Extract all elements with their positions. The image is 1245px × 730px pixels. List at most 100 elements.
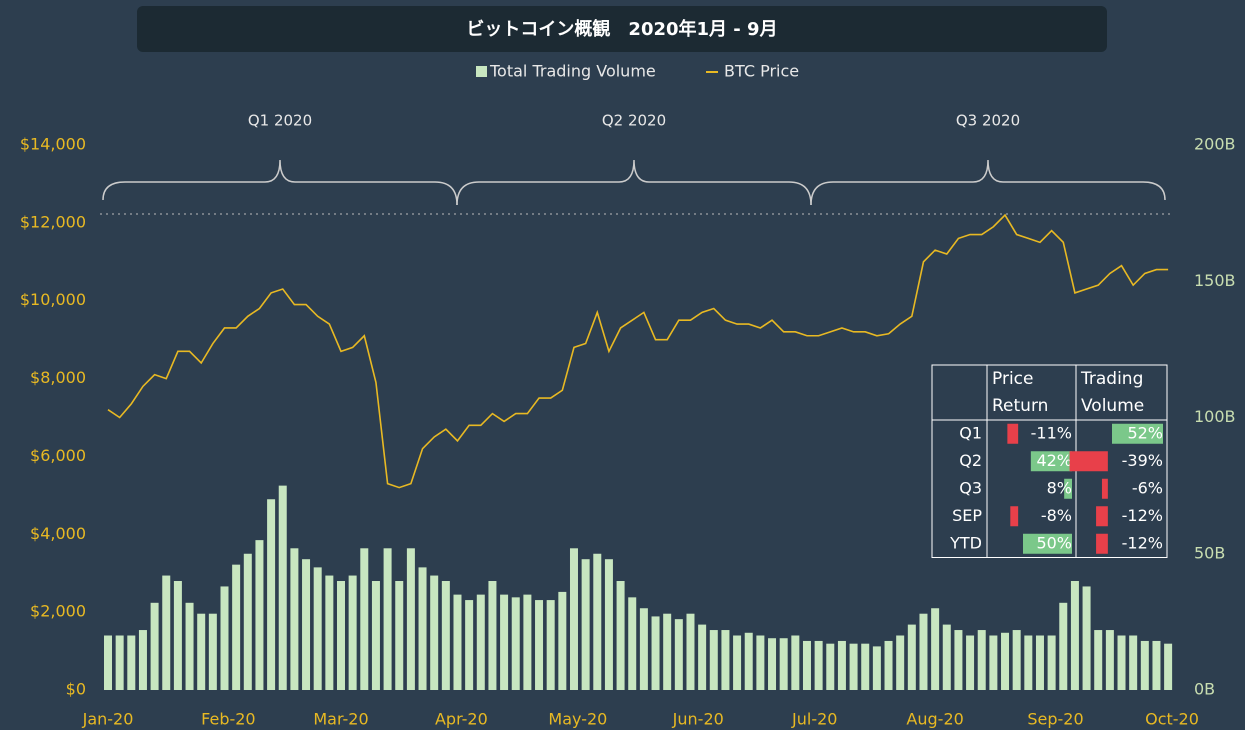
- volume-bar: [756, 635, 765, 690]
- x-tick-label: Jun-20: [672, 710, 724, 729]
- volume-bar: [185, 602, 194, 690]
- cell-value: 8%: [1047, 478, 1072, 497]
- y2-tick-label: 50B: [1194, 543, 1225, 562]
- cell-value: -11%: [1031, 423, 1072, 442]
- volume-bar: [523, 594, 532, 690]
- data-bar: [1069, 451, 1108, 472]
- volume-bar: [208, 613, 217, 690]
- volume-bar: [1070, 581, 1079, 690]
- volume-bar: [173, 581, 182, 690]
- data-bar: [1010, 506, 1019, 527]
- volume-bar: [686, 613, 695, 690]
- volume-bar: [418, 567, 427, 690]
- volume-bar: [371, 581, 380, 690]
- volume-bar: [1105, 630, 1114, 690]
- volume-bar: [115, 635, 124, 690]
- row-label: Q1: [959, 423, 982, 442]
- volume-bar: [639, 608, 648, 690]
- volume-bar: [919, 613, 928, 690]
- volume-bar: [651, 616, 660, 690]
- volume-bar: [593, 553, 602, 690]
- y-tick-label: $4,000: [30, 524, 86, 543]
- cell-value: 42%: [1036, 451, 1072, 470]
- volume-bar: [663, 613, 672, 690]
- volume-bar: [802, 640, 811, 690]
- volume-bar: [966, 635, 975, 690]
- legend-label: BTC Price: [724, 62, 799, 81]
- volume-bar: [814, 640, 823, 690]
- y2-tick-label: 200B: [1194, 135, 1236, 154]
- annotation: Q3 2020: [956, 112, 1020, 130]
- volume-bar: [278, 485, 287, 690]
- volume-bar: [1140, 640, 1149, 690]
- row-label: SEP: [952, 506, 982, 525]
- volume-bar: [826, 643, 835, 690]
- volume-bar: [558, 591, 567, 690]
- cell-value: -39%: [1122, 451, 1163, 470]
- volume-bar: [336, 581, 345, 690]
- volume-bar: [977, 630, 986, 690]
- volume-bar: [616, 581, 625, 690]
- y-tick-label: $0: [66, 680, 86, 699]
- volume-bar: [604, 559, 613, 690]
- volume-bar: [302, 559, 311, 690]
- volume-bar: [884, 640, 893, 690]
- volume-bar: [1082, 586, 1091, 690]
- volume-bar: [500, 594, 509, 690]
- row-label: Q3: [959, 478, 982, 497]
- legend-swatch: [476, 66, 487, 77]
- table-header: Volume: [1081, 396, 1144, 416]
- x-tick-label: Apr-20: [435, 710, 488, 729]
- volume-bar: [1047, 635, 1056, 690]
- volume-bar: [290, 548, 299, 690]
- volume-bar: [348, 575, 357, 690]
- volume-bar: [488, 581, 497, 690]
- volume-bar: [861, 643, 870, 690]
- y-tick-label: $2,000: [30, 602, 86, 621]
- volume-bar: [243, 553, 252, 690]
- cell-value: -8%: [1041, 506, 1072, 525]
- data-bar: [1007, 423, 1019, 444]
- cell-value: 52%: [1127, 423, 1163, 442]
- volume-bar: [1024, 635, 1033, 690]
- volume-bar: [1001, 632, 1010, 690]
- y2-tick-label: 150B: [1194, 271, 1236, 290]
- volume-bar: [721, 630, 730, 690]
- row-label: Q2: [959, 451, 982, 470]
- volume-bar: [197, 613, 206, 690]
- volume-bar: [989, 635, 998, 690]
- y2-tick-label: 100B: [1194, 407, 1236, 426]
- x-tick-label: Oct-20: [1145, 710, 1199, 729]
- legend-label: Total Trading Volume: [489, 62, 656, 81]
- volume-bar: [267, 499, 276, 690]
- braces: [102, 159, 1166, 206]
- volume-bar: [896, 635, 905, 690]
- volume-bar: [406, 548, 415, 690]
- data-bar: [1096, 506, 1108, 527]
- volume-bar: [465, 600, 474, 690]
- volume-bar: [1035, 635, 1044, 690]
- table-header: Trading: [1080, 369, 1143, 389]
- x-tick-label: Sep-20: [1027, 710, 1083, 729]
- volume-bar: [1094, 630, 1103, 690]
- volume-bar: [395, 581, 404, 690]
- volume-bar: [360, 548, 369, 690]
- volume-bar: [1012, 630, 1021, 690]
- volume-bar: [872, 646, 881, 690]
- annotation: Q2 2020: [602, 112, 666, 130]
- volume-bar: [535, 600, 544, 690]
- volume-bar: [942, 624, 951, 690]
- volume-bar: [907, 624, 916, 690]
- x-tick-label: Mar-20: [313, 710, 368, 729]
- data-bar: [1112, 423, 1163, 444]
- x-tick-label: May-20: [548, 710, 607, 729]
- volume-bar: [220, 586, 229, 690]
- data-bar: [1030, 451, 1072, 472]
- row-label: YTD: [949, 533, 982, 552]
- volume-bar: [138, 630, 147, 690]
- volume-bar: [709, 630, 718, 690]
- price-line: [107, 213, 1169, 489]
- cell-value: -12%: [1122, 533, 1163, 552]
- annotation: Q1 2020: [248, 112, 312, 130]
